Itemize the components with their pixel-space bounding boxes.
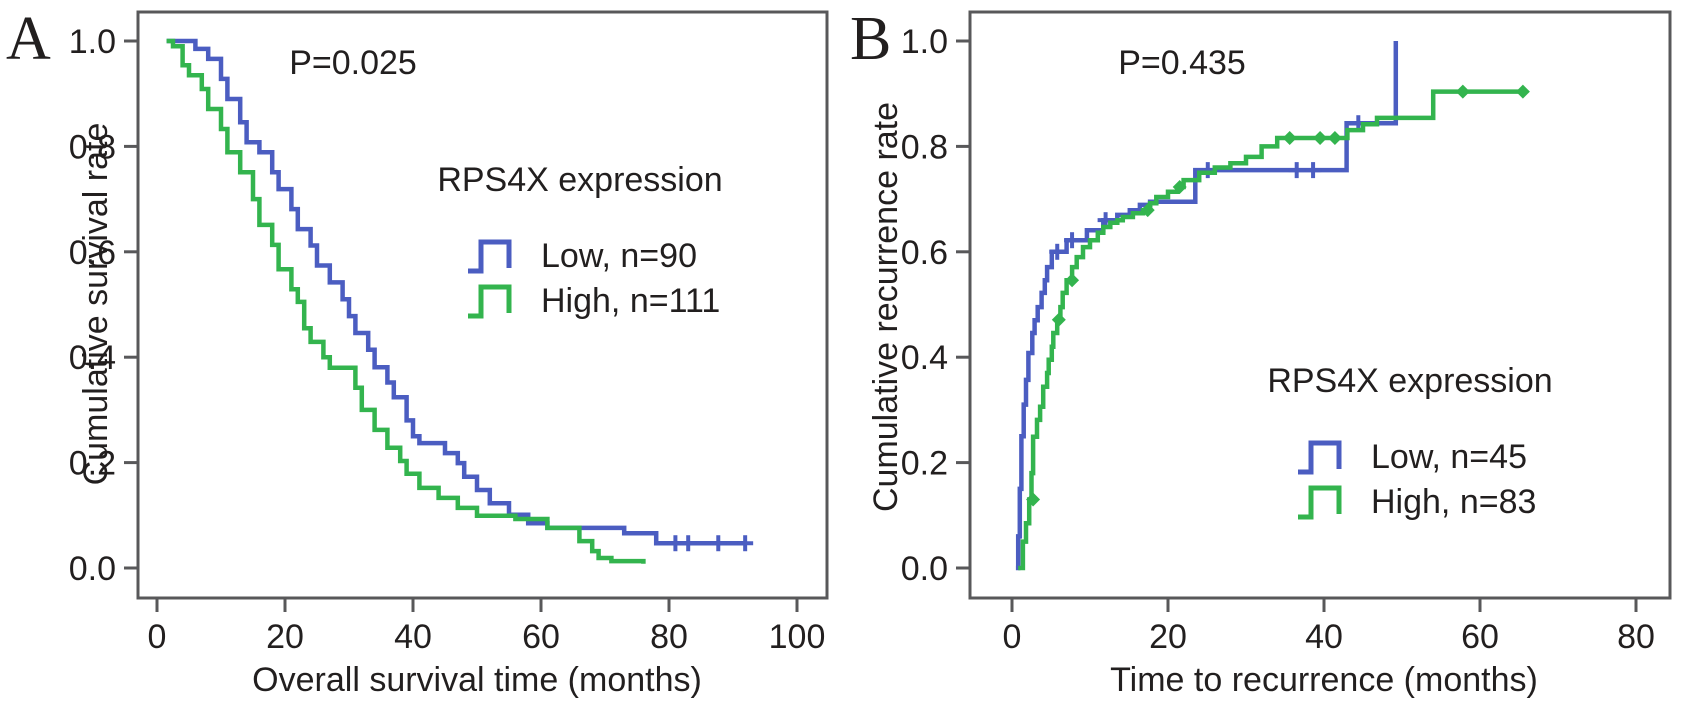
panel-a-curve-low [166, 38, 746, 546]
step-line-swatch-high-icon [1298, 485, 1342, 520]
step-line-swatch-low-icon [1298, 440, 1342, 475]
panel-b-censor-diamond-icon [1515, 84, 1530, 99]
panel-a-x-tick-label: 80 [650, 618, 688, 656]
panel-b-p-value: P=0.435 [1118, 44, 1246, 82]
panel-b-x-tick-label: 20 [1149, 618, 1187, 656]
panel-b-censor-diamond-icon [1282, 130, 1297, 145]
panel-b-y-tick-label: 0.0 [901, 550, 948, 588]
panel-b-x-tick-label: 80 [1617, 618, 1655, 656]
panel-a-y-tick-label: 0.0 [69, 550, 116, 588]
panel-b-x-tick-label: 0 [1003, 618, 1022, 656]
panel-a-y-tick-label: 0.4 [69, 339, 116, 377]
panel-b-legend-label-high: High, n=83 [1371, 482, 1537, 521]
panel-a-x-tick-label: 100 [769, 618, 826, 656]
panel-b-plot-box [968, 10, 1672, 600]
panel-b-curve-low [1015, 41, 1399, 571]
panel-b-y-axis-title: Cumulative recurrence rate [867, 101, 905, 513]
panel-a-x-tick-label: 60 [522, 618, 560, 656]
panel-b-y-tick-label: 0.4 [901, 339, 948, 377]
panel-a-legend-item-low: Low, n=90 [425, 236, 735, 276]
panel-a-legend: RPS4X expression Low, n=90 High, n=111 [425, 161, 735, 321]
panel-b-censor-diamond-icon [1026, 492, 1041, 507]
panel-b-legend-title: RPS4X expression [1267, 362, 1553, 400]
panel-b-censor-diamond-icon [1065, 273, 1080, 288]
panel-a-y-tick-label: 1.0 [69, 23, 116, 61]
panel-b-letter: B [850, 5, 892, 73]
panel-b-y-tick-label: 1.0 [901, 23, 948, 61]
panel-b-censor-diamond-icon [1051, 312, 1066, 327]
panel-b-censor-diamond-icon [1140, 203, 1155, 218]
panel-b-x-axis-title: Time to recurrence (months) [1110, 661, 1538, 699]
panel-b-censor-diamond-icon [1455, 84, 1470, 99]
panel-b-censor-diamond-icon [1327, 130, 1342, 145]
panel-b-censor-diamond-icon [1313, 130, 1328, 145]
panel-b-y-tick-label: 0.6 [901, 234, 948, 272]
panel-a-x-tick-label: 0 [148, 618, 167, 656]
panel-b-y-tick-label: 0.8 [901, 128, 948, 166]
panel-b-x-tick-label: 60 [1461, 618, 1499, 656]
panel-a-x-tick-label: 20 [266, 618, 304, 656]
panel-a-plot-box [136, 10, 829, 600]
panel-a-y-tick-label: 0.2 [69, 445, 116, 483]
panel-a-y-axis-title: Cumulative survival rate [77, 122, 115, 486]
panel-a-x-axis-title: Overall survival time (months) [252, 661, 702, 699]
panel-a-legend-label-low: Low, n=90 [541, 236, 697, 275]
step-line-swatch-low-icon [468, 239, 512, 274]
panel-a-legend-label-high: High, n=111 [541, 281, 721, 320]
panel-b-censor-diamond-icon [1172, 179, 1187, 194]
panel-b-legend: RPS4X expression Low, n=45 High, n=83 [1255, 362, 1565, 522]
panel-b-legend-label-low: Low, n=45 [1371, 437, 1527, 476]
panel-a-letter: A [6, 5, 51, 73]
panel-a-legend-item-high: High, n=111 [425, 281, 735, 321]
panel-b-legend-item-low: Low, n=45 [1255, 437, 1565, 477]
panel-b-curve-high [1018, 89, 1523, 571]
step-line-swatch-high-icon [468, 284, 512, 319]
panel-b-x-tick-label: 40 [1305, 618, 1343, 656]
panel-b-y-tick-label: 0.2 [901, 445, 948, 483]
panel-b-legend-item-high: High, n=83 [1255, 482, 1565, 522]
panel-a-curve-high [166, 38, 646, 564]
panel-a-y-tick-label: 0.8 [69, 128, 116, 166]
panel-a-x-tick-label: 40 [394, 618, 432, 656]
panel-a-legend-title: RPS4X expression [437, 161, 723, 199]
panel-a-y-tick-label: 0.6 [69, 234, 116, 272]
panel-a-p-value: P=0.025 [289, 44, 417, 82]
